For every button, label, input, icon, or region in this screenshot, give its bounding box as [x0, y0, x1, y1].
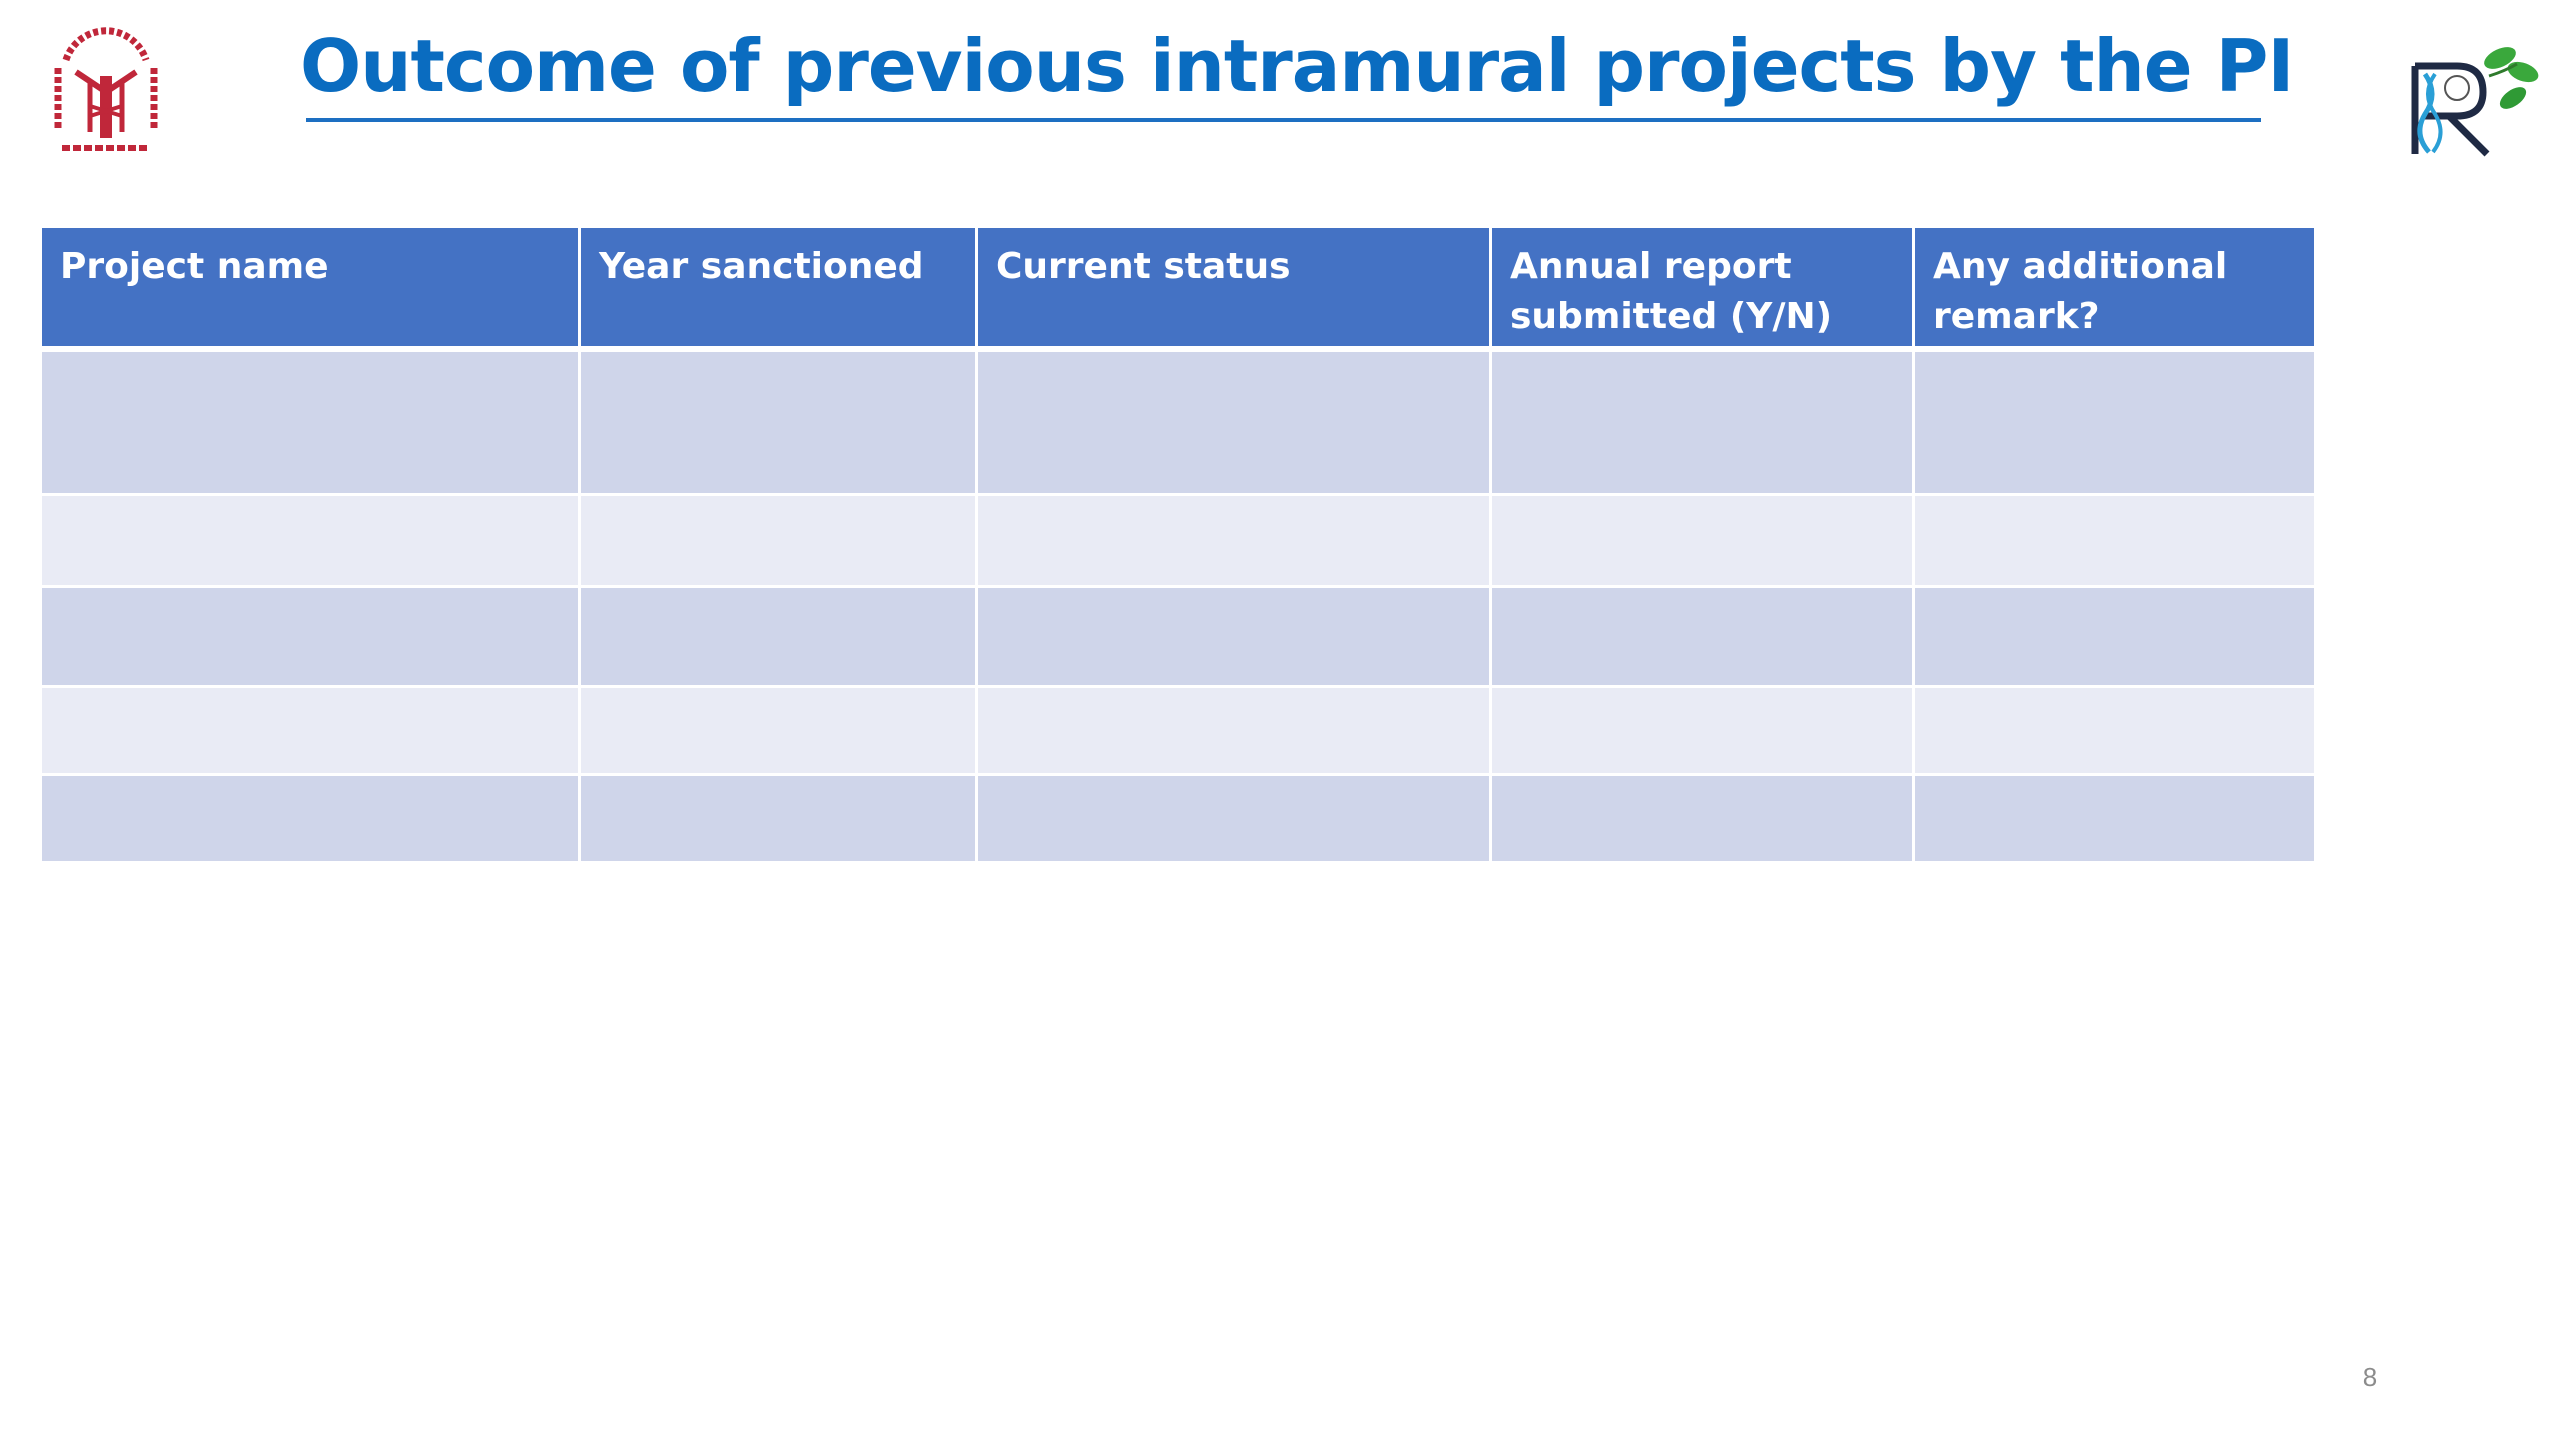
r-leaf-logo-icon: [2405, 36, 2540, 161]
table-cell[interactable]: [581, 776, 978, 864]
header-current-status: Current status: [978, 228, 1492, 346]
table-cell[interactable]: [1492, 588, 1915, 688]
table-cell[interactable]: [978, 588, 1492, 688]
table-row: [42, 352, 2314, 496]
table-cell[interactable]: [42, 352, 581, 496]
projects-table: Project name Year sanctioned Current sta…: [42, 228, 2314, 864]
table-cell[interactable]: [978, 776, 1492, 864]
table-cell[interactable]: [581, 496, 978, 588]
table-cell[interactable]: [978, 688, 1492, 776]
table-cell[interactable]: [42, 776, 581, 864]
table-cell[interactable]: [42, 588, 581, 688]
table-cell[interactable]: [1915, 588, 2314, 688]
table-cell[interactable]: [1492, 776, 1915, 864]
table-cell[interactable]: [1915, 688, 2314, 776]
table-row: [42, 688, 2314, 776]
table-cell[interactable]: [581, 688, 978, 776]
table-cell[interactable]: [1492, 352, 1915, 496]
page-number: 8: [2362, 1362, 2378, 1392]
header-additional-remark: Any additional remark?: [1915, 228, 2314, 346]
page-title: Outcome of previous intramural projects …: [300, 24, 2294, 108]
table-row: [42, 496, 2314, 588]
table-cell[interactable]: [978, 352, 1492, 496]
table-cell[interactable]: [42, 496, 581, 588]
header-project-name: Project name: [42, 228, 581, 346]
table-cell[interactable]: [42, 688, 581, 776]
table-cell[interactable]: [1492, 688, 1915, 776]
table-header-row: Project name Year sanctioned Current sta…: [42, 228, 2314, 352]
table-cell[interactable]: [1915, 496, 2314, 588]
table-row: [42, 776, 2314, 864]
table-cell[interactable]: [1915, 352, 2314, 496]
table-cell[interactable]: [581, 352, 978, 496]
title-underline: [306, 118, 2261, 122]
table-cell[interactable]: [1915, 776, 2314, 864]
table-cell[interactable]: [581, 588, 978, 688]
header-annual-report: Annual report submitted (Y/N): [1492, 228, 1915, 346]
table-row: [42, 588, 2314, 688]
table-cell[interactable]: [1492, 496, 1915, 588]
header-year-sanctioned: Year sanctioned: [581, 228, 978, 346]
institution-seal-icon: [46, 20, 166, 160]
table-cell[interactable]: [978, 496, 1492, 588]
